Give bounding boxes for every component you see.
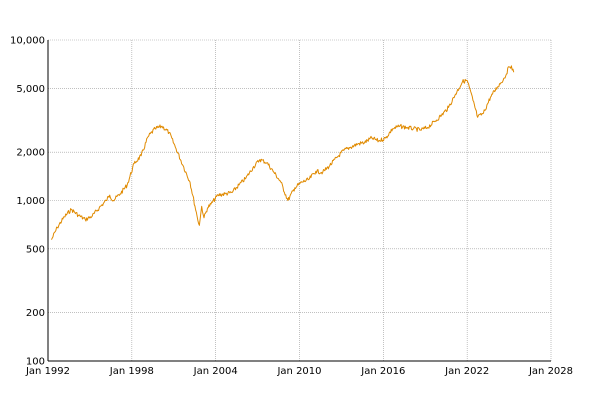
x-tick-label: Jan 2004 [193, 366, 238, 377]
data-point [343, 150, 344, 151]
data-point [155, 128, 156, 129]
data-point [199, 225, 200, 226]
y-tick-label: 100 [26, 357, 45, 368]
data-point [190, 182, 191, 183]
data-point [329, 165, 330, 166]
x-tick-label: Jan 1998 [109, 366, 154, 377]
data-point [511, 65, 512, 66]
data-point [497, 86, 498, 87]
data-point [448, 107, 449, 108]
data-point [385, 138, 386, 139]
data-point [71, 209, 72, 210]
data-point [477, 117, 478, 118]
data-point [441, 115, 442, 116]
data-point [231, 192, 232, 193]
y-tick-label: 2,000 [16, 148, 45, 159]
data-point [472, 100, 473, 101]
data-point [201, 206, 202, 207]
data-point [413, 128, 414, 129]
data-point [207, 207, 208, 208]
data-point [427, 127, 428, 128]
x-tick-label: Jan 1992 [25, 366, 70, 377]
data-point [406, 127, 407, 128]
data-point [120, 193, 121, 194]
y-tick-label: 500 [26, 244, 45, 255]
data-point [217, 195, 218, 196]
data-point [134, 163, 135, 164]
data-point [57, 227, 58, 228]
data-point [509, 66, 510, 67]
data-point [141, 155, 142, 156]
data-point [280, 182, 281, 183]
grid [48, 39, 552, 361]
data-point [211, 204, 212, 205]
x-tick-label: Jan 2022 [444, 366, 489, 377]
data-point [259, 159, 260, 160]
data-point [378, 140, 379, 141]
data-point [467, 80, 468, 81]
y-tick-label: 10,000 [10, 36, 45, 47]
series-layer [51, 65, 515, 240]
data-point [462, 81, 463, 82]
data-point [183, 165, 184, 166]
data-point [504, 77, 505, 78]
y-tick-label: 200 [26, 308, 45, 319]
data-point [252, 167, 253, 168]
axes [47, 40, 551, 362]
data-point [197, 216, 198, 217]
data-point [434, 121, 435, 122]
data-point [490, 97, 491, 98]
data-point [127, 184, 128, 185]
data-point [176, 148, 177, 149]
data-point [273, 172, 274, 173]
tick-labels: 100 200 500 1,000 2,000 5,000 10,000 Jan 1992 Ja… [10, 36, 573, 378]
data-point [336, 157, 337, 158]
data-point [308, 179, 309, 180]
data-point [399, 126, 400, 127]
x-tick-label: Jan 2028 [528, 366, 573, 377]
data-point [301, 182, 302, 183]
data-point [357, 143, 358, 144]
data-point [371, 138, 372, 139]
data-point [483, 113, 484, 114]
y-tick-label: 1,000 [16, 196, 45, 207]
data-point [238, 184, 239, 185]
data-point [455, 94, 456, 95]
y-tick-label: 5,000 [16, 84, 45, 95]
data-point [92, 216, 93, 217]
data-point [169, 132, 170, 133]
x-tick-label: Jan 2016 [360, 366, 405, 377]
data-point [51, 239, 52, 240]
data-point [162, 126, 163, 127]
data-point [513, 72, 514, 73]
data-point [85, 219, 86, 220]
data-point [364, 142, 365, 143]
series-line [51, 65, 515, 240]
data-point [294, 187, 295, 188]
data-point [78, 215, 79, 216]
data-point [224, 193, 225, 194]
data-point [245, 178, 246, 179]
data-point [148, 136, 149, 137]
data-point [420, 129, 421, 130]
data-point [392, 128, 393, 129]
data-point [315, 171, 316, 172]
data-point [64, 216, 65, 217]
x-tick-label: Jan 2010 [276, 366, 321, 377]
data-point [99, 207, 100, 208]
data-point [266, 162, 267, 163]
data-point [322, 172, 323, 173]
data-point [113, 200, 114, 201]
data-point [287, 200, 288, 201]
data-point [106, 200, 107, 201]
data-point [350, 147, 351, 148]
data-point [109, 195, 110, 196]
data-point [204, 217, 205, 218]
